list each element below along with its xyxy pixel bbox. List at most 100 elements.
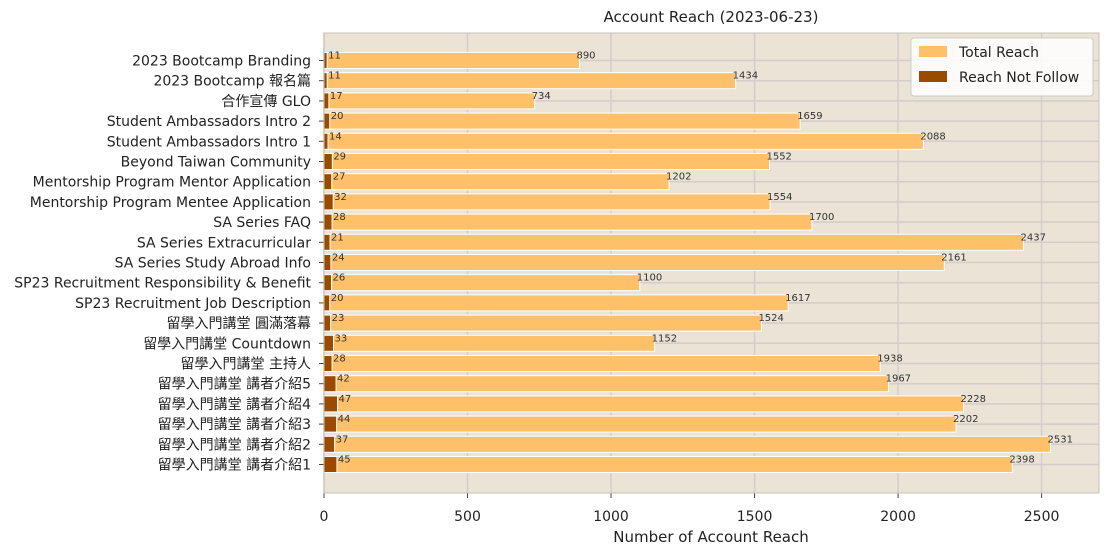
- reach-not-follow-bars: [323, 52, 338, 473]
- data-label-reach-not-follow: 37: [336, 434, 349, 445]
- bar-reach-not-follow: [323, 193, 334, 211]
- bar-reach-not-follow: [323, 92, 330, 110]
- data-label-reach-not-follow: 23: [332, 313, 345, 324]
- category-label: Mentorship Program Mentor Application: [33, 175, 311, 191]
- data-label-reach-not-follow: 32: [334, 192, 347, 203]
- bar-reach-not-follow: [323, 153, 333, 170]
- data-label-total-reach: 1202: [666, 172, 691, 183]
- data-label-reach-not-follow: 11: [328, 51, 341, 62]
- category-label: Beyond Taiwan Community: [121, 155, 311, 171]
- data-label-total-reach: 2398: [1009, 455, 1034, 466]
- bar-total-reach: [323, 314, 762, 332]
- x-tick-label: 1000: [593, 509, 629, 525]
- legend-swatch-total-reach: [919, 46, 947, 57]
- bar-total-reach: [323, 456, 1013, 473]
- data-label-reach-not-follow: 20: [331, 111, 344, 122]
- bar-total-reach: [323, 334, 656, 352]
- data-label-reach-not-follow: 11: [328, 71, 341, 82]
- bar-total-reach: [323, 375, 890, 393]
- bar-reach-not-follow: [323, 435, 336, 453]
- chart-title: Account Reach (2023-06-23): [604, 8, 819, 26]
- bar-reach-not-follow: [323, 112, 331, 130]
- data-label-total-reach: 1659: [797, 111, 822, 122]
- legend-label-reach-not-follow: Reach Not Follow: [959, 70, 1079, 86]
- x-axis-label: Number of Account Reach: [613, 528, 809, 546]
- total-reach-bars: [323, 52, 1051, 473]
- bar-total-reach: [323, 213, 813, 231]
- data-label-total-reach: 1938: [877, 354, 902, 365]
- bar-total-reach: [323, 72, 737, 90]
- legend-swatch-reach-not-follow: [919, 71, 947, 82]
- bar-total-reach: [323, 294, 789, 312]
- category-label: 2023 Bootcamp 報名篇: [153, 74, 311, 90]
- data-label-reach-not-follow: 17: [330, 91, 343, 102]
- category-label: SA Series Study Abroad Info: [115, 256, 311, 272]
- category-label: 留學入門講堂 講者介紹5: [158, 377, 311, 393]
- category-label: 2023 Bootcamp Branding: [132, 54, 311, 70]
- x-tick-label: 0: [320, 509, 329, 525]
- bar-total-reach: [323, 435, 1051, 453]
- data-label-total-reach: 1967: [886, 374, 911, 385]
- bar-total-reach: [323, 173, 670, 191]
- bar-reach-not-follow: [323, 415, 338, 433]
- bar-reach-not-follow: [323, 294, 331, 312]
- bar-total-reach: [323, 233, 1025, 251]
- data-label-total-reach: 1554: [767, 192, 792, 203]
- data-label-reach-not-follow: 47: [338, 394, 351, 405]
- category-label: SA Series FAQ: [213, 215, 311, 231]
- bar-total-reach: [323, 254, 945, 271]
- data-label-total-reach: 1100: [637, 273, 662, 284]
- category-label: 留學入門講堂 圓滿落幕: [167, 316, 311, 332]
- data-labels: 890 11 1434 11 734 17 1659 20 2088 14 1552 29 1202 27…: [328, 51, 1073, 466]
- data-label-reach-not-follow: 28: [333, 212, 346, 223]
- category-label: SP23 Recruitment Responsibility & Benefi…: [14, 276, 311, 292]
- data-label-reach-not-follow: 21: [331, 232, 344, 243]
- x-tick-label: 2500: [1024, 509, 1060, 525]
- bar-total-reach: [323, 153, 770, 170]
- legend-label-total-reach: Total Reach: [958, 45, 1039, 61]
- data-label-total-reach: 734: [532, 91, 551, 102]
- bar-total-reach: [323, 274, 641, 292]
- x-tick-labels: 0 500 1000 1500 2000 2500: [320, 493, 1060, 525]
- data-label-total-reach: 1617: [785, 293, 810, 304]
- bar-total-reach: [323, 132, 924, 150]
- data-label-reach-not-follow: 14: [329, 131, 342, 142]
- data-label-reach-not-follow: 28: [333, 354, 346, 365]
- bar-total-reach: [323, 415, 957, 433]
- x-tick-label: 2000: [880, 509, 916, 525]
- data-label-total-reach: 1552: [766, 152, 791, 163]
- bar-total-reach: [323, 52, 580, 69]
- data-label-reach-not-follow: 26: [332, 273, 345, 284]
- data-label-total-reach: 2161: [941, 253, 966, 264]
- x-tick-label: 500: [454, 509, 481, 525]
- data-label-total-reach: 890: [576, 51, 595, 62]
- data-label-total-reach: 1152: [652, 333, 677, 344]
- data-label-reach-not-follow: 45: [338, 455, 351, 466]
- bar-reach-not-follow: [323, 456, 338, 473]
- bar-reach-not-follow: [323, 274, 332, 292]
- data-label-reach-not-follow: 44: [338, 414, 351, 425]
- category-label: 合作宣傳 GLO: [221, 94, 311, 110]
- category-label: 留學入門講堂 Countdown: [143, 336, 311, 352]
- category-label: 留學入門講堂 講者介紹4: [158, 397, 311, 413]
- data-label-total-reach: 2202: [953, 414, 978, 425]
- bar-total-reach: [323, 395, 965, 413]
- bar-reach-not-follow: [323, 132, 329, 150]
- data-label-reach-not-follow: 24: [332, 253, 345, 264]
- category-label: Student Ambassadors Intro 1: [107, 134, 311, 150]
- data-label-total-reach: 2088: [920, 131, 945, 142]
- data-label-total-reach: 1700: [809, 212, 834, 223]
- data-label-reach-not-follow: 29: [333, 152, 346, 163]
- bar-reach-not-follow: [323, 334, 334, 352]
- bar-total-reach: [323, 112, 801, 130]
- bar-total-reach: [323, 92, 536, 110]
- x-tick-label: 1500: [737, 509, 773, 525]
- bar-reach-not-follow: [323, 314, 332, 332]
- category-label: 留學入門講堂 講者介紹2: [158, 437, 311, 453]
- data-label-total-reach: 2228: [961, 394, 986, 405]
- bar-reach-not-follow: [323, 375, 337, 393]
- data-label-total-reach: 1524: [758, 313, 783, 324]
- bar-reach-not-follow: [323, 213, 333, 231]
- plot-frame: [323, 32, 1100, 494]
